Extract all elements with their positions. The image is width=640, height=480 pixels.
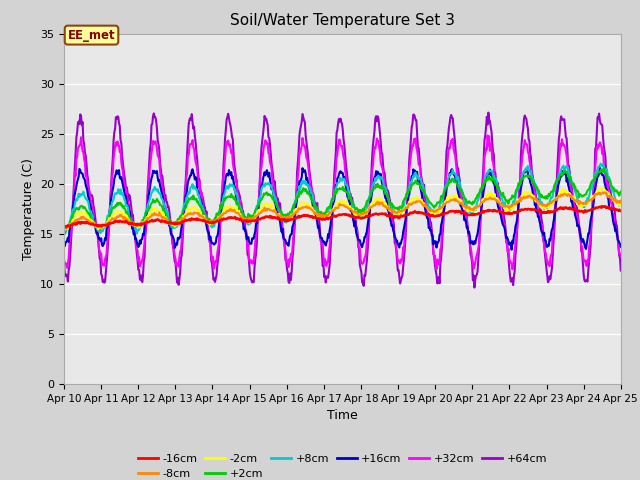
-2cm xyxy=(617,202,625,207)
+32cm xyxy=(484,132,492,138)
Line: +2cm: +2cm xyxy=(64,168,621,233)
+2cm xyxy=(185,195,193,201)
-8cm xyxy=(428,207,435,213)
+64cm xyxy=(184,138,192,144)
-2cm xyxy=(214,215,222,220)
+2cm xyxy=(428,200,435,206)
-8cm xyxy=(411,200,419,205)
-2cm xyxy=(185,205,193,211)
X-axis label: Time: Time xyxy=(327,409,358,422)
+32cm xyxy=(426,227,434,232)
-16cm xyxy=(70,221,78,227)
+64cm xyxy=(426,220,434,226)
Line: -8cm: -8cm xyxy=(64,192,621,229)
+16cm xyxy=(410,170,418,176)
Line: +64cm: +64cm xyxy=(64,113,621,288)
+8cm xyxy=(214,213,221,219)
-8cm xyxy=(60,225,68,231)
Title: Soil/Water Temperature Set 3: Soil/Water Temperature Set 3 xyxy=(230,13,455,28)
-2cm xyxy=(428,210,435,216)
Y-axis label: Temperature (C): Temperature (C) xyxy=(22,158,35,260)
-8cm xyxy=(63,226,70,232)
+8cm xyxy=(60,232,68,238)
Line: +32cm: +32cm xyxy=(64,135,621,269)
-8cm xyxy=(185,210,193,216)
+32cm xyxy=(127,215,135,220)
-16cm xyxy=(214,218,221,224)
+2cm xyxy=(71,208,79,214)
-16cm xyxy=(601,204,609,209)
Text: EE_met: EE_met xyxy=(68,29,115,42)
-16cm xyxy=(184,217,192,223)
-2cm xyxy=(128,222,136,228)
+32cm xyxy=(60,257,68,263)
-16cm xyxy=(410,210,418,216)
+16cm xyxy=(60,240,68,246)
+32cm xyxy=(70,190,78,196)
+16cm xyxy=(127,216,135,222)
+2cm xyxy=(61,230,68,236)
-8cm xyxy=(128,221,136,227)
+64cm xyxy=(617,268,625,274)
+64cm xyxy=(470,285,478,290)
-8cm xyxy=(617,199,625,205)
+32cm xyxy=(509,266,516,272)
-16cm xyxy=(60,224,68,230)
Line: -16cm: -16cm xyxy=(64,206,621,227)
+64cm xyxy=(70,180,78,185)
+2cm xyxy=(60,228,68,234)
+2cm xyxy=(411,180,419,186)
+16cm xyxy=(426,228,434,233)
+16cm xyxy=(214,233,221,239)
-8cm xyxy=(599,190,607,195)
-8cm xyxy=(214,216,222,222)
+8cm xyxy=(184,191,192,197)
Legend: -16cm, -8cm, -2cm, +2cm, +8cm, +16cm, +32cm, +64cm: -16cm, -8cm, -2cm, +2cm, +8cm, +16cm, +3… xyxy=(134,449,551,480)
+2cm xyxy=(617,189,625,194)
+8cm xyxy=(617,201,625,207)
-2cm xyxy=(61,227,69,232)
+16cm xyxy=(596,165,604,171)
+64cm xyxy=(484,110,492,116)
+8cm xyxy=(597,161,605,167)
-16cm xyxy=(127,220,135,226)
+64cm xyxy=(60,261,68,266)
+32cm xyxy=(410,136,418,142)
+2cm xyxy=(214,212,222,217)
+64cm xyxy=(127,206,135,212)
+8cm xyxy=(426,205,434,211)
+16cm xyxy=(70,195,78,201)
Line: +16cm: +16cm xyxy=(64,168,621,250)
+8cm xyxy=(410,174,418,180)
+2cm xyxy=(600,166,607,171)
-16cm xyxy=(617,208,625,214)
-2cm xyxy=(71,216,79,222)
+32cm xyxy=(214,250,221,256)
+64cm xyxy=(214,262,221,268)
+8cm xyxy=(127,217,135,223)
-2cm xyxy=(598,185,606,191)
Line: -2cm: -2cm xyxy=(64,188,621,229)
+2cm xyxy=(128,220,136,226)
+16cm xyxy=(508,247,515,252)
+32cm xyxy=(184,152,192,158)
-8cm xyxy=(71,218,79,224)
+16cm xyxy=(184,180,192,185)
-2cm xyxy=(60,227,68,232)
+32cm xyxy=(617,252,625,258)
+64cm xyxy=(410,112,418,118)
+16cm xyxy=(617,244,625,250)
Line: +8cm: +8cm xyxy=(64,164,621,235)
+8cm xyxy=(70,206,78,212)
-2cm xyxy=(411,195,419,201)
-16cm xyxy=(426,213,434,218)
